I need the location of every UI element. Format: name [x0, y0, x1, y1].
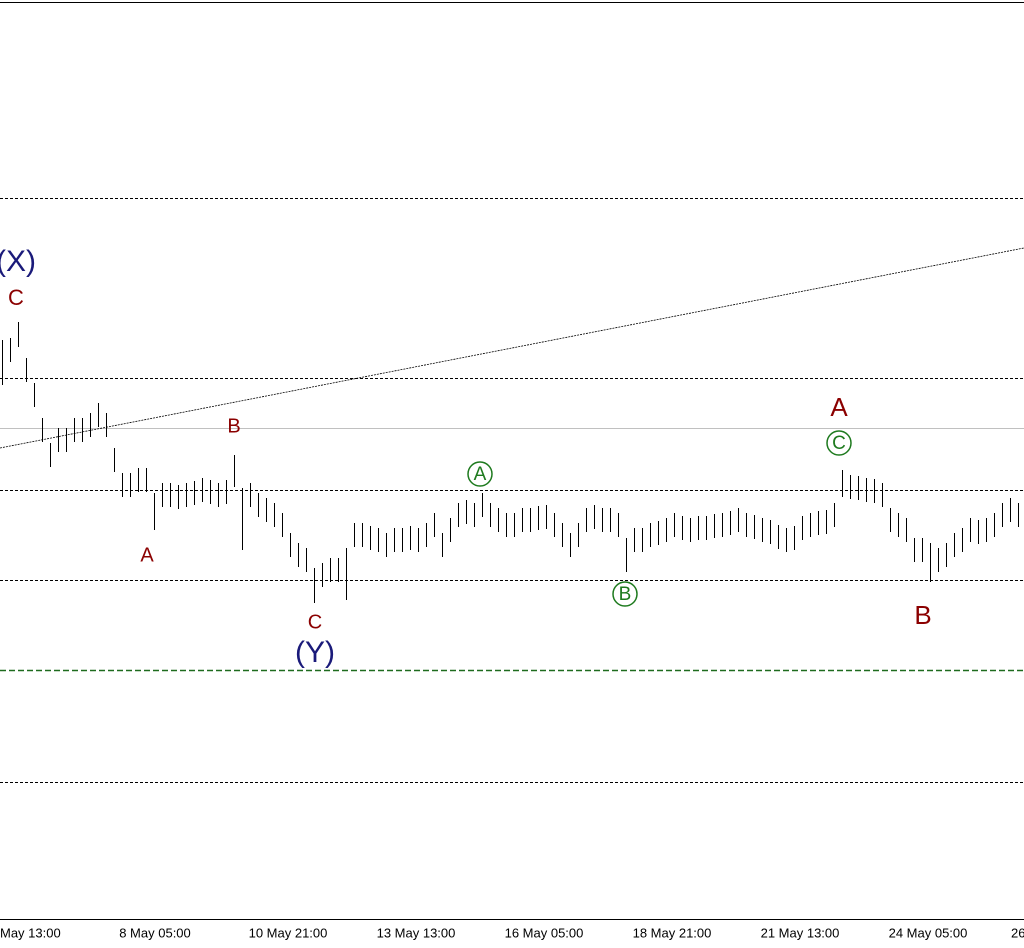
wave-label: (Y) [295, 636, 335, 669]
wave-label: A [474, 464, 487, 485]
wave-label: B [914, 600, 931, 630]
wave-label: A [140, 544, 154, 566]
x-tick-label: 24 May 05:00 [889, 925, 968, 940]
x-tick-label: 16 May 05:00 [505, 925, 584, 940]
wave-circle [467, 461, 493, 487]
wave-label: C [308, 611, 322, 633]
x-tick-label: 21 May 13:00 [761, 925, 840, 940]
x-tick-label: 26 [1011, 925, 1024, 940]
wave-circle [826, 430, 852, 456]
x-tick-label: May 13:00 [0, 925, 61, 940]
wave-circle [612, 581, 638, 607]
x-tick-label: 13 May 13:00 [377, 925, 456, 940]
wave-label: B [619, 584, 632, 605]
x-tick-label: 18 May 21:00 [633, 925, 712, 940]
wave-label: C [832, 433, 846, 454]
wave-label: A [830, 392, 848, 422]
wave-label: C [8, 285, 24, 310]
x-tick-label: 8 May 05:00 [119, 925, 191, 940]
x-tick-label: 10 May 21:00 [249, 925, 328, 940]
wave-label: (X) [0, 245, 36, 278]
wave-label: B [227, 415, 240, 437]
trendline [0, 247, 1024, 449]
